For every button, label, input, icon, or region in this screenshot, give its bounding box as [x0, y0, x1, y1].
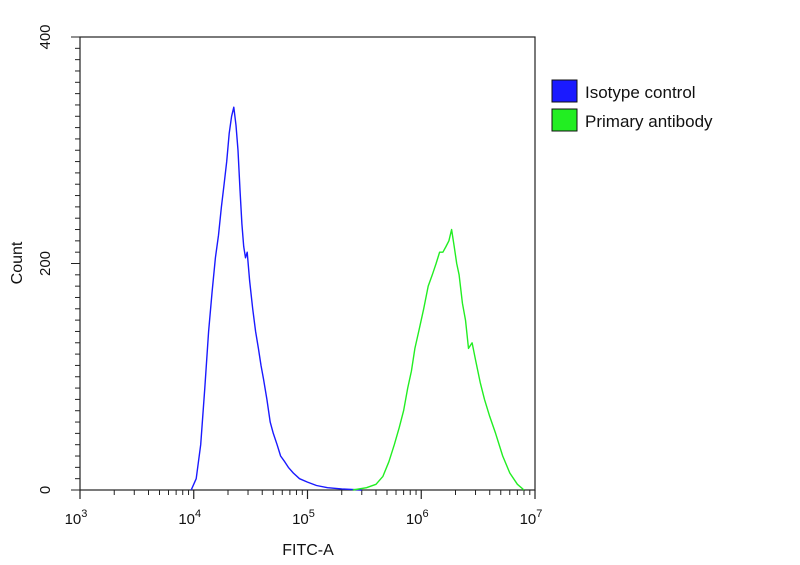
series-line-0	[190, 106, 362, 491]
y-axis-label: Count	[9, 241, 26, 284]
y-tick-label: 0	[37, 486, 54, 494]
series-line-1	[352, 228, 525, 491]
plot-area	[79, 36, 536, 491]
legend-label-primary-antibody: Primary antibody	[585, 112, 713, 131]
legend: Isotype control Primary antibody	[551, 79, 713, 132]
legend-label-isotype-control: Isotype control	[585, 83, 696, 102]
y-tick-label: 400	[37, 24, 54, 49]
x-tick-label: 103	[65, 508, 88, 528]
x-tick-label: 106	[406, 508, 429, 528]
x-minor-ticks	[113, 490, 531, 495]
x-major-ticks: 103 104 105 106 107	[65, 490, 543, 528]
x-tick-label: 107	[520, 508, 543, 528]
x-tick-label: 104	[178, 508, 201, 528]
y-ticks: 0 200 400	[37, 24, 80, 494]
x-tick-label: 105	[292, 508, 315, 528]
x-axis-label: FITC-A	[282, 542, 334, 559]
legend-swatch-isotype-control	[551, 79, 578, 103]
y-tick-label: 200	[37, 251, 54, 276]
legend-swatch-primary-antibody	[551, 108, 578, 132]
series-layer	[190, 106, 525, 491]
